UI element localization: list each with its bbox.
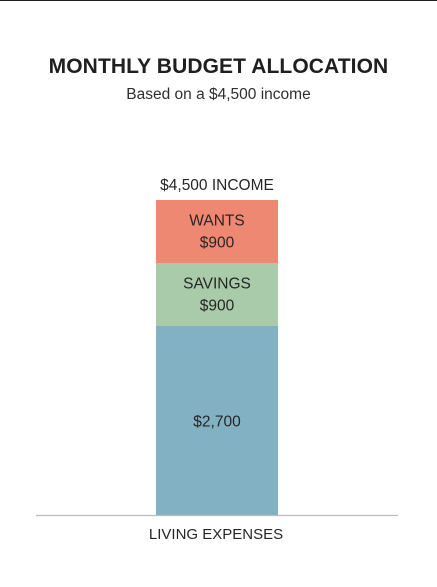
segment-value-wants: $900 xyxy=(200,235,235,252)
segment-name-savings: SAVINGS xyxy=(183,276,251,293)
category-label-living-expenses: LIVING EXPENSES xyxy=(149,526,283,543)
total-income-label: $4,500 INCOME xyxy=(160,177,274,194)
top-border-line xyxy=(0,0,437,1)
segment-value-savings: $900 xyxy=(200,298,235,315)
chart-title: MONTHLY BUDGET ALLOCATION xyxy=(48,55,389,78)
bar-segment-living-expenses xyxy=(156,326,278,515)
bar-segment-wants xyxy=(156,200,278,263)
bar-segment-savings xyxy=(156,263,278,326)
chart-subtitle: Based on a $4,500 income xyxy=(126,86,311,103)
bar-segments: $2,700 SAVINGS $900 WANTS $900 xyxy=(156,200,278,515)
segment-name-wants: WANTS xyxy=(189,213,244,230)
segment-value-living-expenses: $2,700 xyxy=(193,414,241,431)
